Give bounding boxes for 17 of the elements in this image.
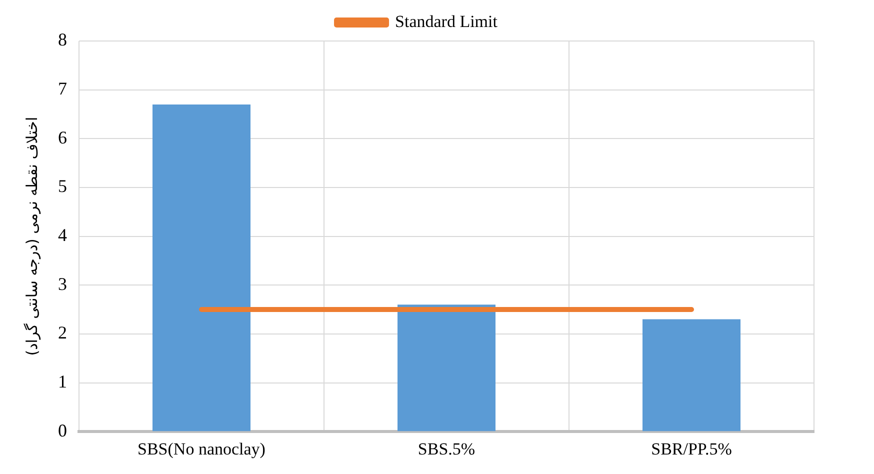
y-tick-label: 3: [58, 274, 67, 294]
y-tick-label: 5: [58, 176, 67, 196]
y-tick-label: 4: [58, 225, 67, 246]
legend-label: Standard Limit: [395, 12, 498, 31]
x-tick-label: SBS(No nanoclay): [138, 439, 266, 458]
y-tick-label: 1: [58, 372, 67, 392]
y-tick-label: 8: [58, 30, 67, 50]
y-tick-label: 2: [58, 322, 67, 343]
y-tick-label: 6: [58, 127, 67, 148]
bar: [398, 304, 496, 432]
bar: [152, 104, 250, 432]
y-axis-title: اختلاف نقطه نرمی (درجه سانتی گراد): [22, 116, 41, 356]
y-tick-label: 0: [58, 420, 67, 440]
x-tick-label: SBR/PP.5%: [651, 439, 732, 458]
x-tick-label: SBS.5%: [418, 439, 476, 458]
bar: [642, 319, 740, 432]
y-tick-label: 7: [58, 78, 67, 99]
